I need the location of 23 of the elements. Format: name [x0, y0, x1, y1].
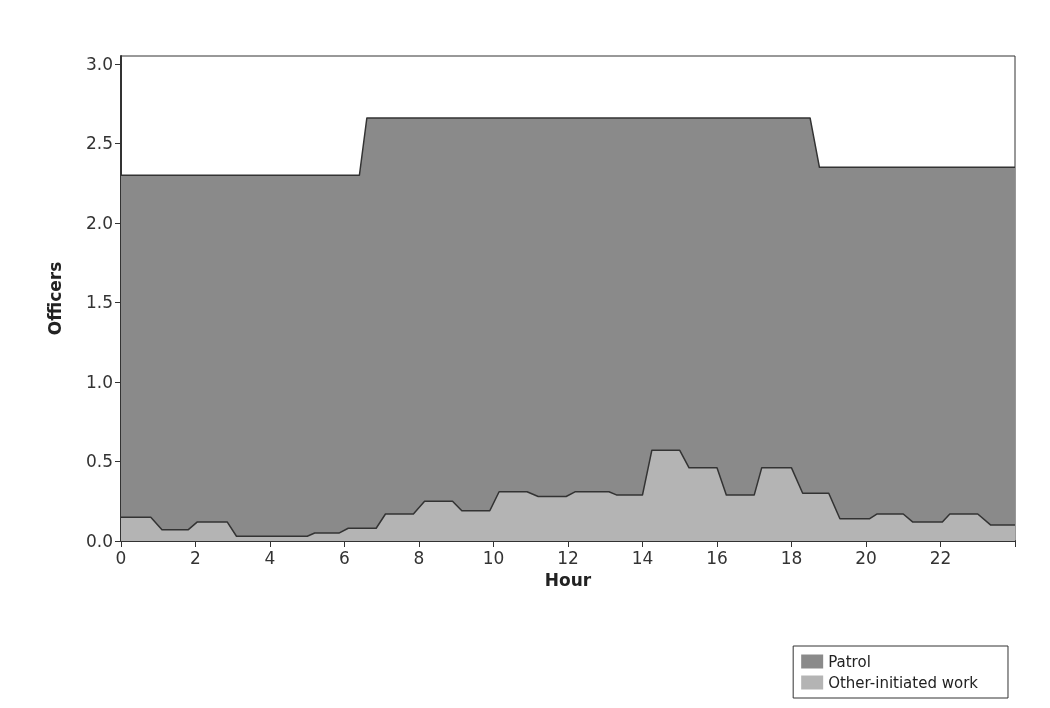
x-tick-label: 16 [706, 547, 728, 568]
x-tick-label: 8 [413, 547, 425, 568]
y-tick-label: 2.0 [85, 212, 113, 233]
legend-label: Other-initiated work [828, 673, 979, 692]
y-axis-title: Officers [44, 261, 65, 336]
y-tick-label: 0.5 [85, 451, 113, 472]
x-tick-label: 2 [190, 547, 201, 568]
y-tick-label: 1.0 [85, 371, 113, 392]
x-tick-label: 4 [264, 547, 276, 568]
y-tick-label: 1.5 [85, 292, 113, 313]
y-tick-label: 0.0 [85, 531, 113, 551]
y-tick-label: 3.0 [85, 53, 113, 74]
x-tick-label: 20 [855, 547, 877, 568]
x-tick-label: 22 [929, 547, 952, 568]
x-axis-title: Hour [544, 569, 592, 590]
x-tick-label: 0 [115, 547, 127, 568]
x-tick-label: 6 [339, 547, 350, 568]
legend-label: Patrol [828, 652, 871, 671]
x-tick-label: 14 [631, 547, 654, 568]
x-tick-label: 12 [557, 547, 579, 568]
x-tick-label: 18 [780, 547, 803, 568]
x-tick-label: 10 [482, 547, 505, 568]
y-tick-label: 2.5 [85, 133, 113, 154]
